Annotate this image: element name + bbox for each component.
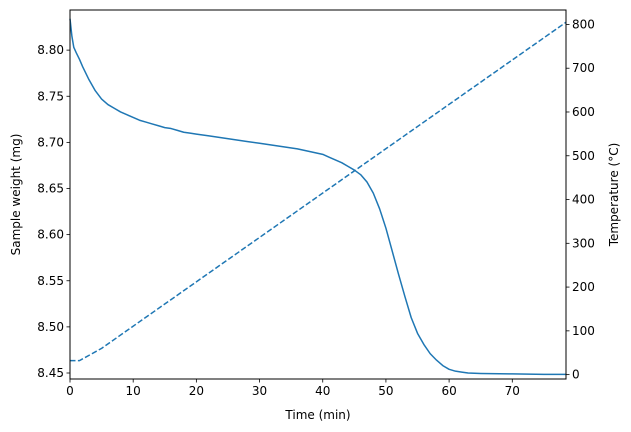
x-axis-label: Time (min)	[284, 408, 350, 422]
y-right-axis-label: Temperature (°C)	[607, 143, 621, 248]
x-tick-label: 20	[189, 384, 204, 398]
plot-marks	[69, 18, 567, 376]
y-right-tick-label: 700	[572, 61, 595, 75]
plot-frame	[69, 9, 567, 380]
y-right-tick-label: 0	[572, 368, 580, 382]
weight-line	[69, 18, 566, 376]
y-right-tick-label: 100	[572, 324, 595, 338]
y-right-tick-label: 400	[572, 193, 595, 207]
y-left-tick-label: 8.45	[37, 366, 64, 380]
y-right-tick-label: 200	[572, 280, 595, 294]
y-right-tick-label: 500	[572, 149, 595, 163]
x-tick-label: 0	[66, 384, 74, 398]
y-left-tick-label: 8.65	[37, 182, 64, 196]
y-left-tick-label: 8.75	[37, 89, 64, 103]
x-tick-label: 40	[315, 384, 330, 398]
y-left-tick-label: 8.50	[37, 320, 64, 334]
x-tick-label: 10	[126, 384, 141, 398]
y-left-tick-label: 8.60	[37, 228, 64, 242]
x-tick-label: 60	[441, 384, 456, 398]
y-left-tick-label: 8.80	[37, 43, 64, 57]
y-left-tick-label: 8.70	[37, 135, 64, 149]
x-tick-label: 50	[378, 384, 393, 398]
x-tick-label: 30	[252, 384, 267, 398]
y-right-tick-label: 300	[572, 236, 595, 250]
x-tick-label: 70	[505, 384, 520, 398]
y-left-axis-label: Sample weight (mg)	[9, 134, 23, 256]
y-right-tick-label: 800	[572, 17, 595, 31]
ticks: 0 10 20 30 40 50 60 70 8.45 8.50 8.55 8.60 8.65 8.70 8…	[37, 17, 595, 398]
temperature-line	[70, 21, 567, 362]
y-right-tick-label: 600	[572, 105, 595, 119]
y-left-tick-label: 8.55	[37, 274, 64, 288]
